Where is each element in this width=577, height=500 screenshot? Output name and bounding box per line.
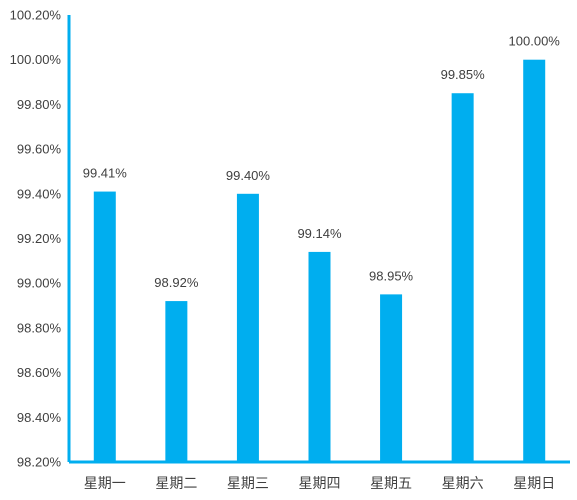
bar <box>523 59 546 462</box>
y-tick-label: 99.60% <box>17 142 62 157</box>
x-category-label: 星期六 <box>442 476 484 492</box>
bar <box>236 193 259 463</box>
y-tick-label: 99.00% <box>17 276 62 291</box>
bar <box>380 294 403 462</box>
x-category-label: 星期三 <box>227 476 269 492</box>
y-tick-label: 99.20% <box>17 231 62 246</box>
x-category-label: 星期日 <box>513 476 555 492</box>
y-tick-label: 99.40% <box>17 186 62 201</box>
bar <box>165 301 188 462</box>
bar-data-label: 99.41% <box>83 166 128 181</box>
y-tick-label: 98.20% <box>17 455 62 470</box>
y-tick-label: 100.00% <box>10 52 62 67</box>
bar <box>451 93 474 462</box>
bar <box>308 251 331 462</box>
x-category-label: 星期一 <box>84 476 126 492</box>
bars <box>93 59 546 463</box>
y-tick-label: 99.80% <box>17 97 62 112</box>
y-tick-label: 98.80% <box>17 320 62 335</box>
bar-data-label: 99.14% <box>297 226 342 241</box>
x-category-label: 星期四 <box>299 476 341 492</box>
bar-data-label: 99.85% <box>441 67 486 82</box>
y-tick-label: 98.60% <box>17 365 62 380</box>
bar-data-label: 99.40% <box>226 168 271 183</box>
bar-data-label: 100.00% <box>509 34 561 49</box>
x-category-label: 星期五 <box>370 476 412 492</box>
y-axis-tick-labels: 98.20% 98.40% 98.60% 98.80% 99.00% 99.20% 99.4… <box>10 8 62 470</box>
bar-data-label: 98.92% <box>154 275 199 290</box>
y-tick-label: 98.40% <box>17 410 62 425</box>
y-tick-label: 100.20% <box>10 8 62 23</box>
bar-data-label: 98.95% <box>369 268 414 283</box>
x-category-label: 星期二 <box>155 476 197 492</box>
x-axis-category-labels: 星期一 星期二 星期三 星期四 星期五 星期六 星期日 <box>84 476 555 492</box>
bar <box>93 191 116 462</box>
data-labels: 99.41% 98.92% 99.40% 99.14% 98.95% 99.85% 100.… <box>83 34 561 290</box>
